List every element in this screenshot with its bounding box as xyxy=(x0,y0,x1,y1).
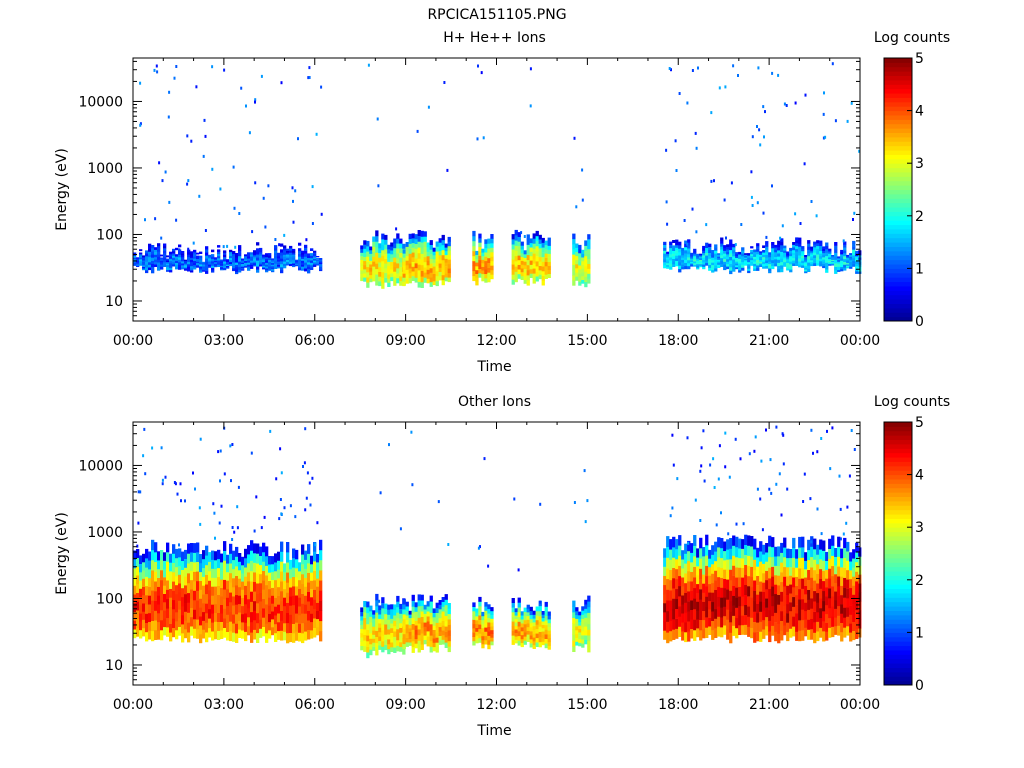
x-tick-label: 12:00 xyxy=(476,697,516,713)
colorbar-tick-label: 1 xyxy=(915,625,924,641)
y-tick-label: 10 xyxy=(105,658,123,674)
data-block-1 xyxy=(360,443,406,659)
colorbar-tick-label: 4 xyxy=(915,104,924,120)
colorbar-tick-label: 3 xyxy=(915,156,924,172)
colorbar-tick-label: 5 xyxy=(915,415,924,431)
colorbar-tick-label: 2 xyxy=(915,573,924,589)
data-block-3 xyxy=(472,457,494,650)
colorbar-label: Log counts xyxy=(874,30,950,46)
x-axis-label: Time xyxy=(476,359,511,375)
data-block-4 xyxy=(511,497,551,650)
x-tick-label: 21:00 xyxy=(749,333,789,349)
plot-frame xyxy=(132,57,861,322)
data-block-6 xyxy=(663,425,862,644)
x-tick-label: 15:00 xyxy=(567,333,607,349)
data-block-2 xyxy=(402,430,451,653)
y-tick-label: 10 xyxy=(105,294,123,310)
colorbar-label: Log counts xyxy=(874,394,950,410)
data-block-0 xyxy=(133,426,323,644)
y-tick-label: 100 xyxy=(96,591,123,607)
data-block-1 xyxy=(360,63,406,289)
data-block-3 xyxy=(472,64,494,286)
spectrogram-data xyxy=(133,62,862,289)
x-axis: 00:00 03:00 06:00 09:00 12:00 15:00 18:00 21:00… xyxy=(113,58,880,349)
x-tick-label: 12:00 xyxy=(476,333,516,349)
panel-title: Other Ions xyxy=(458,394,531,410)
y-tick-label: 1000 xyxy=(87,161,123,177)
x-tick-label: 03:00 xyxy=(204,697,244,713)
data-block-2 xyxy=(402,81,451,288)
colorbar-tick-label: 0 xyxy=(915,678,924,694)
y-tick-label: 10000 xyxy=(78,94,123,110)
x-tick-label: 09:00 xyxy=(385,333,425,349)
panel-title: H+ He++ Ions xyxy=(443,30,546,46)
colorbar-tick-label: 2 xyxy=(915,209,924,225)
data-block-5 xyxy=(572,469,591,653)
panel-1: H+ He++ Ions 00:00 03:00 06:00 09:00 12:00 15:… xyxy=(54,30,950,375)
y-tick-label: 10000 xyxy=(78,458,123,474)
x-axis: 00:00 03:00 06:00 09:00 12:00 15:00 18:00 21:00… xyxy=(113,422,880,713)
colorbar: Log counts 0 1 2 3 4 5 xyxy=(874,394,950,694)
x-tick-label: 03:00 xyxy=(204,333,244,349)
colorbar-tick-label: 4 xyxy=(915,468,924,484)
spectrogram-data xyxy=(133,425,862,659)
colorbar-tick-label: 0 xyxy=(915,314,924,330)
x-tick-label: 15:00 xyxy=(567,697,607,713)
x-tick-label: 00:00 xyxy=(840,697,880,713)
colorbar-tick-label: 1 xyxy=(915,261,924,277)
page-title: RPCICA151105.PNG xyxy=(427,7,566,23)
panel-2: Other Ions 00:00 03:00 06:00 09:00 12:00 15:00… xyxy=(54,394,950,739)
x-tick-label: 06:00 xyxy=(295,333,335,349)
y-axis-label: Energy (eV) xyxy=(54,148,70,231)
y-axis: 10 100 1000 10000 xyxy=(78,424,860,686)
colorbar-tick-label: 3 xyxy=(915,520,924,536)
data-block-5 xyxy=(572,136,591,288)
x-tick-label: 00:00 xyxy=(113,697,153,713)
x-axis-label: Time xyxy=(476,723,511,739)
x-tick-label: 00:00 xyxy=(113,333,153,349)
x-tick-label: 06:00 xyxy=(295,697,335,713)
y-tick-label: 1000 xyxy=(87,525,123,541)
x-tick-label: 09:00 xyxy=(385,697,425,713)
x-tick-label: 00:00 xyxy=(840,333,880,349)
y-axis-label: Energy (eV) xyxy=(54,512,70,595)
colorbar-tick-label: 5 xyxy=(915,51,924,67)
colorbar: Log counts 0 1 2 3 4 5 xyxy=(874,30,950,330)
x-tick-label: 21:00 xyxy=(749,697,789,713)
data-block-0 xyxy=(133,64,323,275)
y-axis: 10 100 1000 10000 xyxy=(78,60,860,322)
x-tick-label: 18:00 xyxy=(658,697,698,713)
data-block-6 xyxy=(663,62,862,275)
x-tick-label: 18:00 xyxy=(658,333,698,349)
data-block-4 xyxy=(511,67,551,286)
y-tick-label: 100 xyxy=(96,227,123,243)
